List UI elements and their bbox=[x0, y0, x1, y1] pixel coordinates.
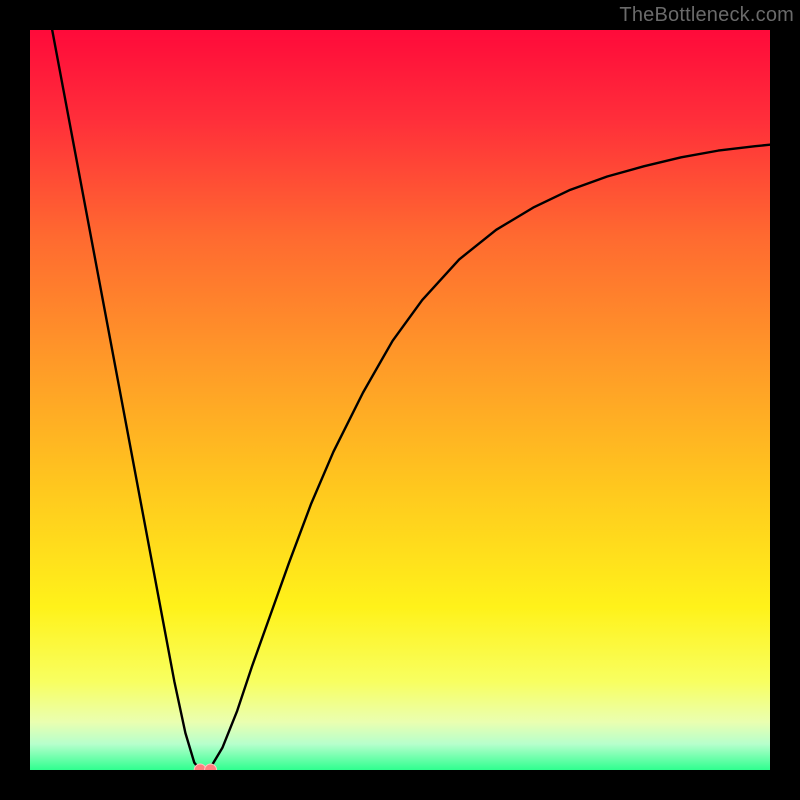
curve-layer bbox=[30, 30, 770, 770]
optimum-marker-pair bbox=[205, 764, 217, 770]
bottleneck-curve bbox=[52, 30, 770, 770]
plot-area bbox=[30, 30, 770, 770]
chart-canvas: TheBottleneck.com bbox=[0, 0, 800, 800]
watermark-text: TheBottleneck.com bbox=[619, 4, 794, 27]
